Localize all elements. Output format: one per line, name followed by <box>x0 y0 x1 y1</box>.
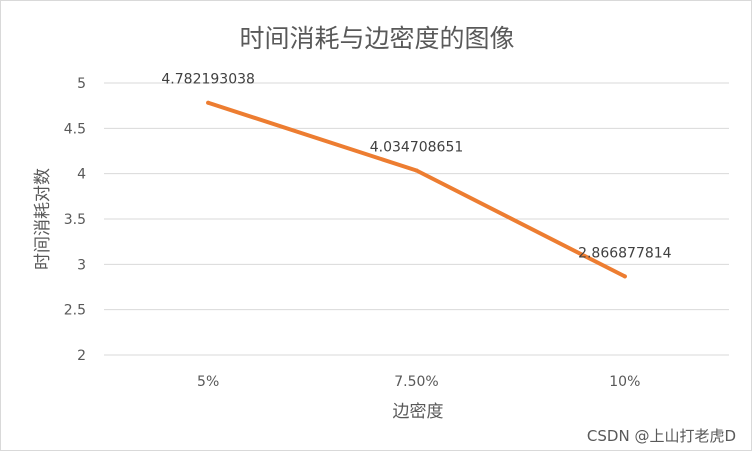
data-label: 4.034708651 <box>370 140 464 156</box>
y-tick-label: 5 <box>77 76 86 92</box>
data-point <box>414 168 419 173</box>
data-labels: 4.782193038 4.034708651 2.866877814 <box>161 72 671 262</box>
watermark-text: CSDN @上山打老虎D <box>587 427 736 445</box>
gridlines <box>104 82 729 356</box>
data-label: 2.866877814 <box>578 245 672 261</box>
series-layer <box>206 100 627 279</box>
x-tick-label: 7.50% <box>394 374 438 390</box>
x-axis-title: 边密度 <box>393 402 444 422</box>
y-tick-label: 4 <box>77 167 86 183</box>
data-point <box>206 100 211 105</box>
y-tick-label: 2.5 <box>64 303 86 319</box>
x-tick-label: 5% <box>197 374 219 390</box>
data-label: 4.782193038 <box>161 72 255 88</box>
y-axis-title: 时间消耗对数 <box>33 168 53 270</box>
x-axis-ticks: 5% 7.50% 10% <box>197 374 640 390</box>
y-tick-label: 4.5 <box>64 121 86 137</box>
y-tick-label: 3.5 <box>64 212 86 228</box>
chart-title: 时间消耗与边密度的图像 <box>239 24 514 53</box>
y-tick-label: 3 <box>77 257 86 273</box>
y-tick-label: 2 <box>77 348 86 364</box>
x-tick-label: 10% <box>609 374 640 390</box>
data-point <box>622 274 627 279</box>
y-axis-ticks: 2 2.5 3 3.5 4 4.5 5 <box>64 76 86 364</box>
